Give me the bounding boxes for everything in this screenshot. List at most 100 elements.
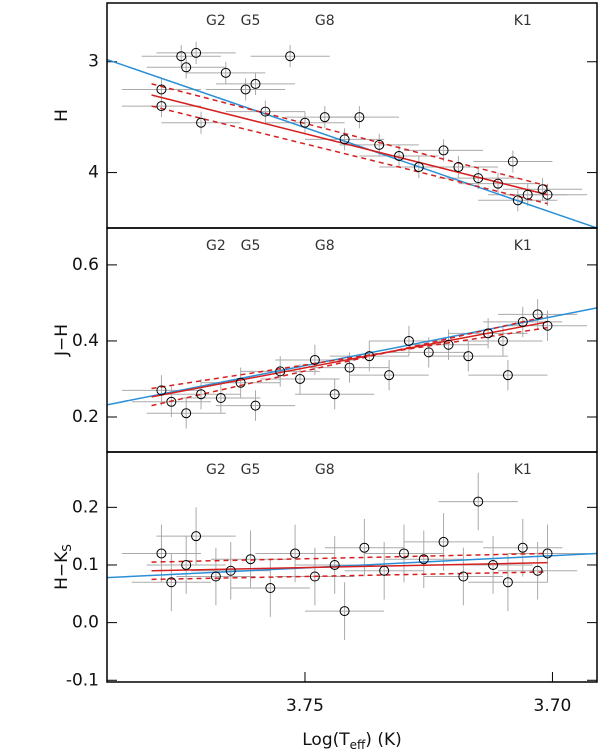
data-point: [488, 559, 499, 570]
data-point: [418, 554, 429, 565]
data-point: [166, 577, 177, 588]
data-point: [438, 536, 449, 547]
data-point: [220, 67, 231, 78]
panel-frame: [106, 227, 598, 453]
data-point: [463, 351, 474, 362]
data-point: [260, 106, 271, 117]
y-axis-label: H−KS: [52, 544, 74, 590]
plot-area: [107, 472, 597, 640]
y-tick-label: 0.0: [72, 613, 99, 633]
data-point: [512, 195, 523, 206]
data-point: [502, 577, 513, 588]
data-point: [502, 370, 513, 381]
data-point: [542, 548, 553, 559]
data-point: [225, 565, 236, 576]
y-tick-label: -0.1: [66, 670, 99, 690]
fit-line: [151, 315, 548, 407]
data-point: [374, 139, 385, 150]
data-point: [176, 51, 187, 62]
y-tick-label: 0.1: [72, 555, 99, 575]
data-point: [413, 162, 424, 173]
data-point: [156, 101, 167, 112]
data-point: [403, 335, 414, 346]
data-point: [483, 328, 494, 339]
data-point: [517, 316, 528, 327]
y-label-main: H−K: [52, 551, 72, 590]
data-point: [250, 78, 261, 89]
panel-frame: [106, 451, 598, 683]
data-point: [245, 554, 256, 565]
fit-line: [151, 552, 548, 563]
data-point: [384, 370, 395, 381]
data-point: [181, 62, 192, 73]
data-point: [319, 112, 330, 123]
data-point: [156, 84, 167, 95]
data-point: [542, 320, 553, 331]
fit-line: [151, 571, 548, 581]
data-point: [285, 51, 296, 62]
data-point: [522, 189, 533, 200]
x-label-part: Log(T: [302, 730, 350, 750]
data-point: [364, 351, 375, 362]
data-point: [423, 347, 434, 358]
plot-area: [107, 299, 597, 429]
y-tick-label: 0.6: [72, 255, 99, 275]
data-point: [265, 583, 276, 594]
annotation: G8: [315, 238, 335, 254]
data-point: [517, 542, 528, 553]
data-point: [443, 339, 454, 350]
data-point: [537, 184, 548, 195]
data-point: [394, 150, 405, 161]
annotation: G5: [241, 238, 261, 254]
y-tick-label: 0.2: [72, 407, 99, 427]
annotation: K1: [514, 238, 532, 254]
data-point: [542, 189, 553, 200]
y-tick-label: 0.2: [72, 497, 99, 517]
data-point: [290, 548, 301, 559]
data-point: [398, 548, 409, 559]
data-point: [309, 354, 320, 365]
x-label-part: eff: [350, 738, 366, 752]
data-point: [438, 145, 449, 156]
x-tick-label: 3.70: [534, 696, 572, 716]
data-point: [458, 571, 469, 582]
data-point: [473, 496, 484, 507]
data-point: [309, 571, 320, 582]
data-point: [181, 408, 192, 419]
x-label-part: ) (K): [365, 730, 401, 750]
fit-line: [151, 321, 548, 398]
y-tick-label: 0.4: [72, 331, 99, 351]
x-tick-label: 3.75: [286, 696, 324, 716]
annotation: G8: [315, 13, 335, 29]
data-point: [493, 178, 504, 189]
data-point: [299, 117, 310, 128]
data-point: [196, 389, 207, 400]
annotation: G5: [241, 13, 261, 29]
data-point: [181, 559, 192, 570]
data-point: [532, 565, 543, 576]
plot-area: [107, 41, 597, 228]
data-point: [196, 117, 207, 128]
data-point: [235, 377, 246, 388]
data-point: [344, 362, 355, 373]
data-point: [379, 565, 390, 576]
data-point: [191, 531, 202, 542]
fit-line: [151, 326, 548, 390]
fit-line: [151, 94, 548, 196]
y-axis-label: J−H: [52, 324, 72, 357]
annotation: K1: [514, 13, 532, 29]
data-point: [295, 373, 306, 384]
data-point: [473, 173, 484, 184]
data-point: [339, 134, 350, 145]
data-point: [240, 84, 251, 95]
data-point: [359, 542, 370, 553]
data-point: [156, 385, 167, 396]
data-point: [210, 571, 221, 582]
data-point: [329, 389, 340, 400]
data-point: [453, 162, 464, 173]
data-point: [339, 606, 350, 617]
data-point: [497, 335, 508, 346]
data-point: [166, 396, 177, 407]
data-point: [156, 548, 167, 559]
data-point: [275, 366, 286, 377]
